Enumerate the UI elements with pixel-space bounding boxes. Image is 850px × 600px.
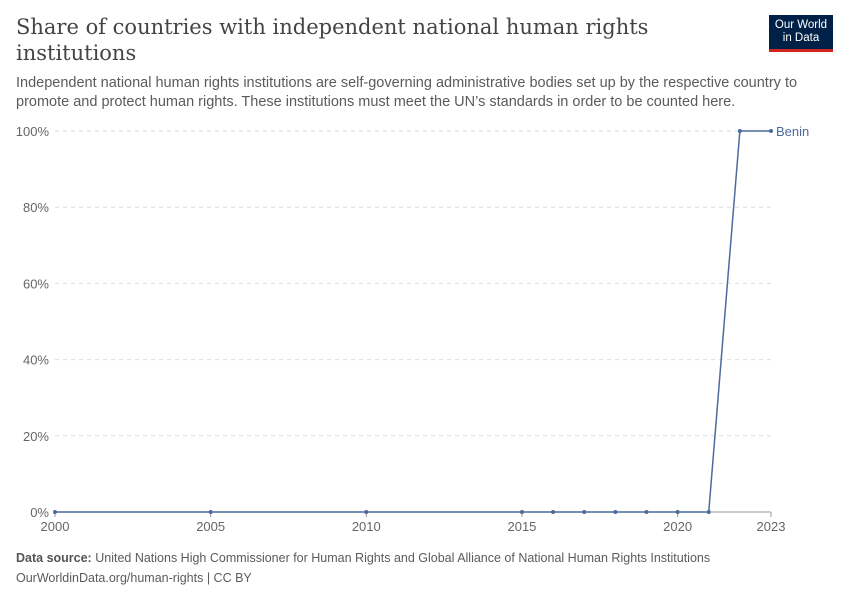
data-point bbox=[644, 510, 649, 514]
y-tick-label: 80% bbox=[23, 200, 49, 215]
data-point bbox=[737, 129, 742, 133]
y-tick-label: 100% bbox=[16, 124, 50, 139]
y-tick-label: 20% bbox=[23, 429, 49, 444]
data-point bbox=[706, 510, 711, 514]
source-label: Data source: bbox=[16, 551, 92, 565]
y-tick-label: 0% bbox=[30, 505, 49, 520]
x-tick-label: 2020 bbox=[663, 519, 692, 534]
x-tick-label: 2005 bbox=[196, 519, 225, 534]
data-point bbox=[208, 510, 213, 514]
data-point bbox=[582, 510, 587, 514]
chart-title: Share of countries with independent nati… bbox=[16, 15, 649, 65]
data-point bbox=[769, 129, 773, 133]
data-point bbox=[53, 510, 57, 514]
chart-subtitle: Independent national human rights instit… bbox=[16, 75, 798, 110]
x-tick-label: 2015 bbox=[507, 519, 536, 534]
x-tick-label: 2000 bbox=[41, 519, 70, 534]
series-label: Benin bbox=[776, 124, 809, 139]
line-chart: 0% 20% 40% 60% 80% 100% 2000 2005 2010 2015 2020 20… bbox=[16, 124, 810, 534]
data-point bbox=[675, 510, 680, 514]
y-tick-label: 40% bbox=[23, 353, 49, 368]
data-point bbox=[364, 510, 369, 514]
data-point bbox=[519, 510, 524, 514]
footer: Data source: United Nations High Commiss… bbox=[16, 548, 710, 588]
series-line bbox=[55, 130, 771, 513]
data-point bbox=[613, 510, 618, 514]
x-tick-label: 2010 bbox=[352, 519, 381, 534]
source-text: United Nations High Commissioner for Hum… bbox=[95, 551, 711, 565]
y-tick-label: 60% bbox=[23, 276, 49, 291]
x-tick-label: 2023 bbox=[757, 519, 786, 534]
data-point bbox=[551, 510, 556, 514]
footer-url[interactable]: OurWorldinData.org/human-rights | CC BY bbox=[16, 571, 252, 585]
owid-logo[interactable]: Our World in Data bbox=[769, 15, 833, 52]
logo-text: Our World in Data bbox=[774, 19, 828, 44]
